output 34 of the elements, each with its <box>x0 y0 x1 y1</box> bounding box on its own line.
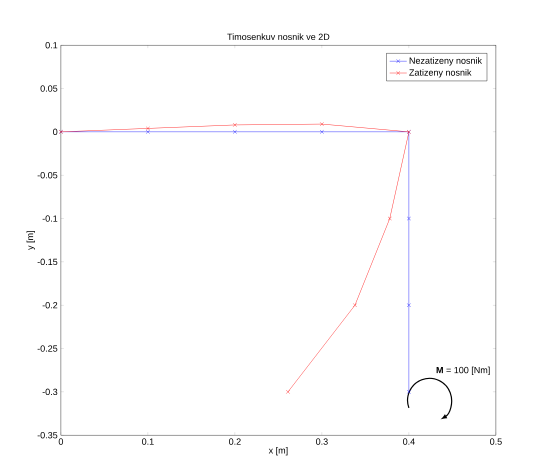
point <box>146 130 150 134</box>
y-tick-label: -0.2 <box>42 302 58 308</box>
y-tick-label: -0.35 <box>38 432 58 438</box>
x-tick-label: 0.4 <box>402 438 415 445</box>
y-tick-label: -0.05 <box>38 172 58 178</box>
y-tick-label: -0.1 <box>42 215 58 222</box>
y-tick-label: 0.05 <box>40 85 58 92</box>
y-axis-title: y [m] <box>26 231 35 250</box>
point <box>286 390 290 394</box>
y-tick-label: -0.3 <box>42 388 58 396</box>
x-tick-label: 0.1 <box>142 438 154 445</box>
x-tick-label: 0.5 <box>490 438 502 445</box>
point <box>388 216 392 220</box>
x-tick-label: 0 <box>58 438 64 445</box>
x-tick-label: 0.3 <box>316 438 328 445</box>
y-tick-label: -0.15 <box>38 258 58 266</box>
point <box>352 303 357 308</box>
annotation: M = 100 [Nm] <box>436 366 490 376</box>
point <box>320 130 324 134</box>
x-tick-label: 0.2 <box>228 438 241 445</box>
point <box>320 122 324 126</box>
y-tick-label: -0.25 <box>38 345 58 352</box>
chart-title: Timosenkuv nosnik ve 2D <box>227 33 330 40</box>
legend-label: Zatizeny nosnik <box>409 69 472 78</box>
point <box>406 303 411 308</box>
y-tick-label: 0.1 <box>46 42 58 48</box>
point <box>232 122 237 127</box>
y-tick-label: 0 <box>53 128 58 136</box>
legend-label: Nezatizeny nosnik <box>410 57 482 66</box>
point <box>232 130 237 134</box>
x-axis-title: x [m] <box>268 446 288 456</box>
point <box>406 216 411 220</box>
point <box>146 126 150 130</box>
point <box>406 390 411 394</box>
